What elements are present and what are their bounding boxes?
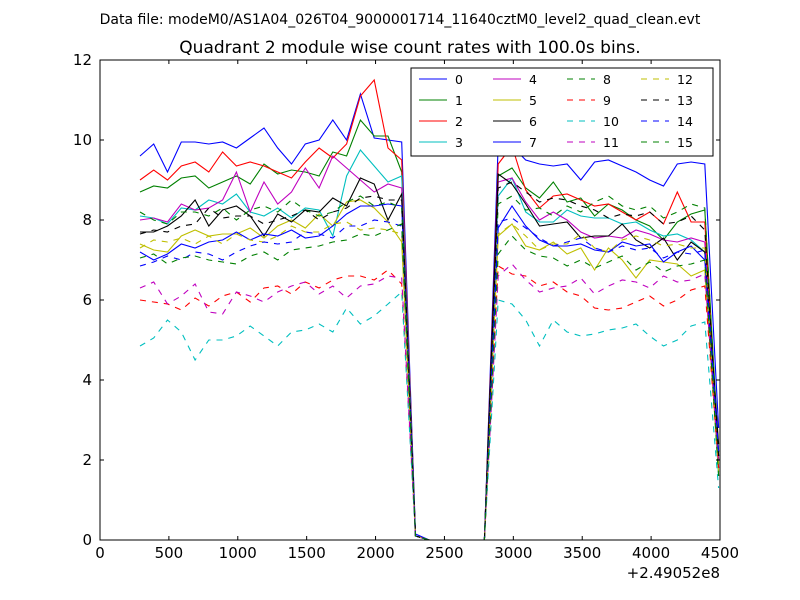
- legend-box: [410, 67, 714, 157]
- plot-frame: [99, 59, 721, 541]
- legend-label: 10: [603, 114, 619, 129]
- figure-suptitle: Data file: modeM0/AS1A04_026T04_90000017…: [100, 12, 701, 28]
- chart-title: Quadrant 2 module wise count rates with …: [179, 38, 640, 58]
- y-tick-label: 10: [73, 131, 92, 149]
- series-line-1: [139, 118, 720, 540]
- x-tick-label: 4000: [632, 544, 670, 562]
- x-tick-label: 2500: [425, 544, 463, 562]
- x-offset-label: +2.49052e8: [627, 564, 720, 582]
- y-tick-label: 4: [82, 371, 92, 389]
- legend-label: 7: [529, 135, 537, 150]
- series-line-10: [139, 290, 720, 540]
- legend-label: 9: [603, 93, 611, 108]
- legend-label: 2: [455, 114, 463, 129]
- series-line-14: [139, 217, 720, 540]
- y-tick-label: 8: [82, 211, 92, 229]
- legend-label: 11: [603, 135, 619, 150]
- x-tick-label: 500: [155, 544, 184, 562]
- series-line-6: [140, 172, 720, 540]
- x-tick-label: 1500: [288, 544, 326, 562]
- legend-label: 15: [677, 135, 693, 150]
- y-tick-label: 6: [82, 291, 92, 309]
- y-tick-label: 2: [82, 451, 92, 469]
- legend-label: 5: [529, 93, 537, 108]
- x-tick-label: 2000: [356, 544, 394, 562]
- legend-label: 6: [529, 114, 537, 129]
- axes-layer: 0 500 1000 1500 2000 2500 3000 3500 4000 4500 0 2 4 6…: [73, 51, 739, 562]
- legend-label: 13: [677, 93, 693, 108]
- legend-label: 14: [677, 114, 693, 129]
- series-line-12: [139, 221, 720, 540]
- series-line-2: [139, 78, 720, 540]
- legend-label: 1: [455, 93, 463, 108]
- series-line-4: [139, 155, 720, 540]
- series-line-13: [139, 181, 720, 540]
- series-line-0: [139, 92, 720, 540]
- series-line-11: [139, 263, 720, 540]
- series-line-8: [139, 195, 720, 540]
- series-layer: [139, 78, 720, 540]
- x-tick-label: 3500: [563, 544, 601, 562]
- y-tick-label: 0: [82, 531, 92, 549]
- x-tick-label: 4500: [701, 544, 739, 562]
- legend-label: 12: [677, 72, 693, 87]
- x-tick-label: 0: [95, 544, 105, 562]
- legend-label: 3: [455, 135, 463, 150]
- legend-label: 4: [529, 72, 537, 87]
- y-tick-label: 12: [73, 51, 92, 69]
- series-line-7: [139, 203, 720, 540]
- legend-label: 8: [603, 72, 611, 87]
- x-tick-label: 3000: [494, 544, 532, 562]
- x-tick-label: 1000: [219, 544, 257, 562]
- series-line-15: [139, 223, 720, 540]
- legend-label: 0: [455, 72, 463, 87]
